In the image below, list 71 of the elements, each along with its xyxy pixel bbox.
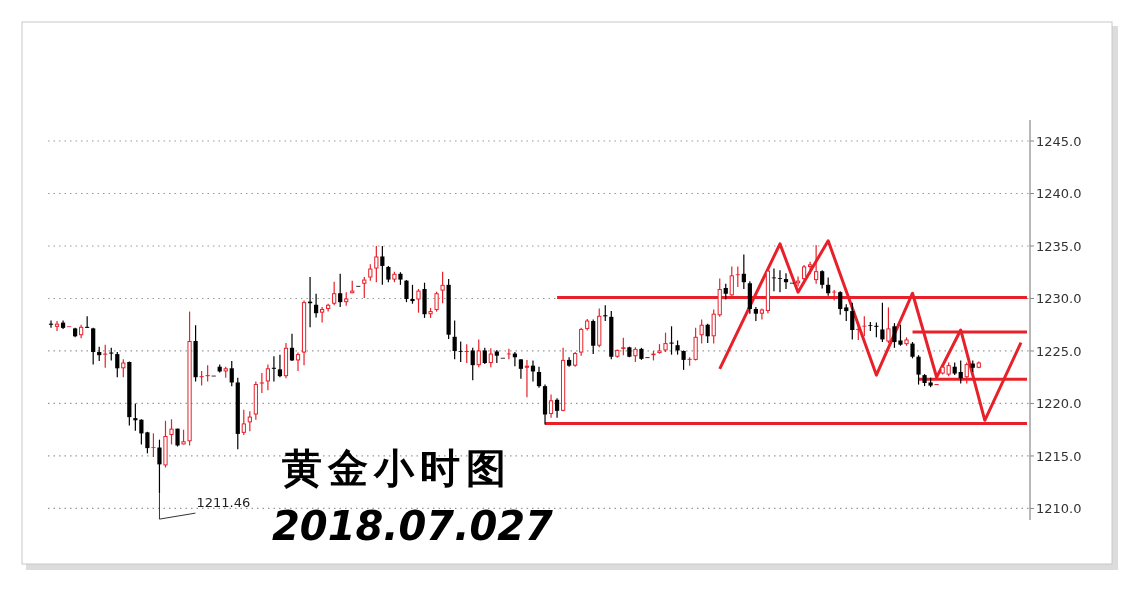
candlestick xyxy=(826,276,831,297)
candlestick xyxy=(880,302,885,343)
candlestick xyxy=(374,245,379,283)
candlestick xyxy=(916,354,921,386)
candlestick xyxy=(115,351,120,378)
candlestick xyxy=(814,244,819,285)
candlestick xyxy=(783,272,789,290)
candlestick xyxy=(681,349,686,371)
candlestick xyxy=(579,327,584,357)
candlestick xyxy=(518,358,524,380)
candlestick xyxy=(434,291,439,313)
candlestick xyxy=(753,306,758,322)
candlestick xyxy=(850,302,855,341)
candlestick xyxy=(476,338,481,368)
candlestick xyxy=(777,269,783,293)
candlestick xyxy=(259,372,264,394)
candlestick xyxy=(452,319,457,360)
candlestick xyxy=(657,343,662,355)
candlestick xyxy=(289,333,295,362)
candlestick xyxy=(313,293,319,318)
candlestick xyxy=(380,245,385,286)
text: 黄金小时图 xyxy=(282,445,512,491)
candlestick xyxy=(410,284,415,305)
candlestick xyxy=(904,336,909,347)
candlestick xyxy=(181,429,186,446)
candlestick xyxy=(163,420,168,469)
candlestick xyxy=(470,347,475,381)
candlestick xyxy=(416,288,421,314)
annotation: 1211.46 xyxy=(196,495,251,511)
y-tick-label: 1220.0 xyxy=(1036,396,1082,412)
candlestick xyxy=(277,354,283,378)
y-tick-label: 1215.0 xyxy=(1036,448,1082,464)
candlestick xyxy=(229,360,234,387)
candlestick xyxy=(91,327,96,366)
candlestick xyxy=(808,261,813,275)
candlestick xyxy=(735,265,740,288)
candlestick xyxy=(271,355,277,383)
candlestick xyxy=(663,332,668,353)
candlestick xyxy=(705,323,710,344)
candlestick xyxy=(103,344,108,369)
candlestick xyxy=(548,393,554,419)
candlestick xyxy=(862,315,867,337)
y-tick-label: 1230.0 xyxy=(1036,291,1082,307)
candlestick xyxy=(332,281,337,306)
candlestick xyxy=(771,267,777,292)
candlestick xyxy=(169,418,174,446)
candlestick xyxy=(338,273,343,308)
candlestick xyxy=(886,306,891,344)
y-tick-label: 1210.0 xyxy=(1036,501,1082,517)
candlestick xyxy=(151,432,156,458)
candlestick xyxy=(741,253,746,290)
candlestick xyxy=(838,290,843,316)
y-tick-label: 1225.0 xyxy=(1036,343,1082,359)
candlestick xyxy=(157,439,162,494)
candlestick xyxy=(669,325,674,356)
candlestick xyxy=(241,409,246,436)
candlestick xyxy=(320,306,325,324)
candlestick xyxy=(820,269,825,290)
y-tick-label: 1245.0 xyxy=(1036,134,1082,149)
candlestick xyxy=(536,366,542,389)
y-tick-label: 1235.0 xyxy=(1036,238,1082,254)
candlestick xyxy=(458,340,463,363)
candlestick xyxy=(554,397,560,419)
text: 2018.07.027 xyxy=(272,503,554,549)
candlestick xyxy=(404,279,409,303)
candlestick xyxy=(428,307,433,319)
y-tick-label: 1240.0 xyxy=(1036,186,1082,202)
candlestick xyxy=(464,343,469,364)
candlestick xyxy=(48,319,54,329)
candlestick xyxy=(440,271,445,304)
candlestick xyxy=(139,418,144,446)
